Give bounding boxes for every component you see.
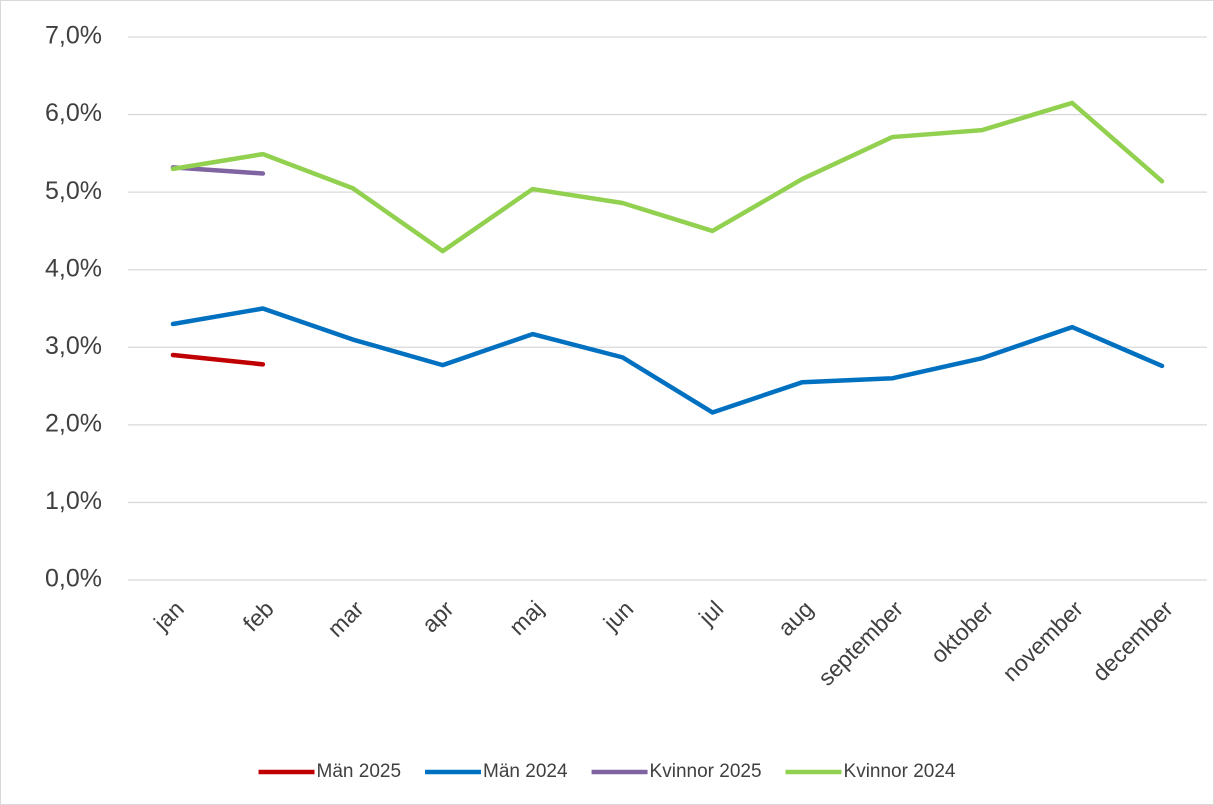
y-tick-label: 6,0%	[45, 99, 102, 127]
y-tick-label: 2,0%	[45, 409, 102, 437]
y-tick-label: 1,0%	[45, 487, 102, 515]
data-line	[170, 306, 1165, 415]
y-tick-label: 5,0%	[45, 177, 102, 205]
y-tick-label: 7,0%	[45, 22, 102, 50]
legend-label: Kvinnor 2024	[844, 761, 956, 782]
data-line	[170, 100, 1165, 254]
legend-label: Kvinnor 2025	[650, 761, 762, 782]
y-tick-label: 3,0%	[45, 332, 102, 360]
data-line	[170, 352, 266, 367]
legend-label: Män 2025	[317, 761, 402, 782]
y-tick-label: 4,0%	[45, 254, 102, 282]
legend-label: Män 2024	[483, 761, 568, 782]
y-tick-label: 0,0%	[45, 565, 102, 593]
